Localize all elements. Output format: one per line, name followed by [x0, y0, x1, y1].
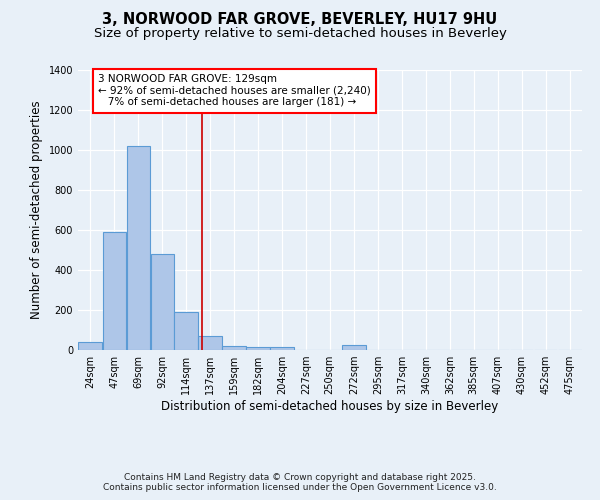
Bar	[223, 346, 246, 350]
Bar	[270, 347, 293, 350]
Bar	[175, 312, 198, 350]
Bar	[127, 146, 150, 350]
Bar	[246, 347, 269, 350]
Bar	[342, 345, 366, 350]
X-axis label: Distribution of semi-detached houses by size in Beverley: Distribution of semi-detached houses by …	[161, 400, 499, 413]
Bar	[103, 232, 126, 350]
Text: Contains HM Land Registry data © Crown copyright and database right 2025.
Contai: Contains HM Land Registry data © Crown c…	[103, 473, 497, 492]
Text: Size of property relative to semi-detached houses in Beverley: Size of property relative to semi-detach…	[94, 28, 506, 40]
Bar	[78, 342, 102, 350]
Y-axis label: Number of semi-detached properties: Number of semi-detached properties	[30, 100, 43, 320]
Bar	[151, 254, 174, 350]
Bar	[199, 336, 222, 350]
Text: 3 NORWOOD FAR GROVE: 129sqm
← 92% of semi-detached houses are smaller (2,240)
  : 3 NORWOOD FAR GROVE: 129sqm ← 92% of sem…	[98, 74, 371, 108]
Text: 3, NORWOOD FAR GROVE, BEVERLEY, HU17 9HU: 3, NORWOOD FAR GROVE, BEVERLEY, HU17 9HU	[103, 12, 497, 28]
